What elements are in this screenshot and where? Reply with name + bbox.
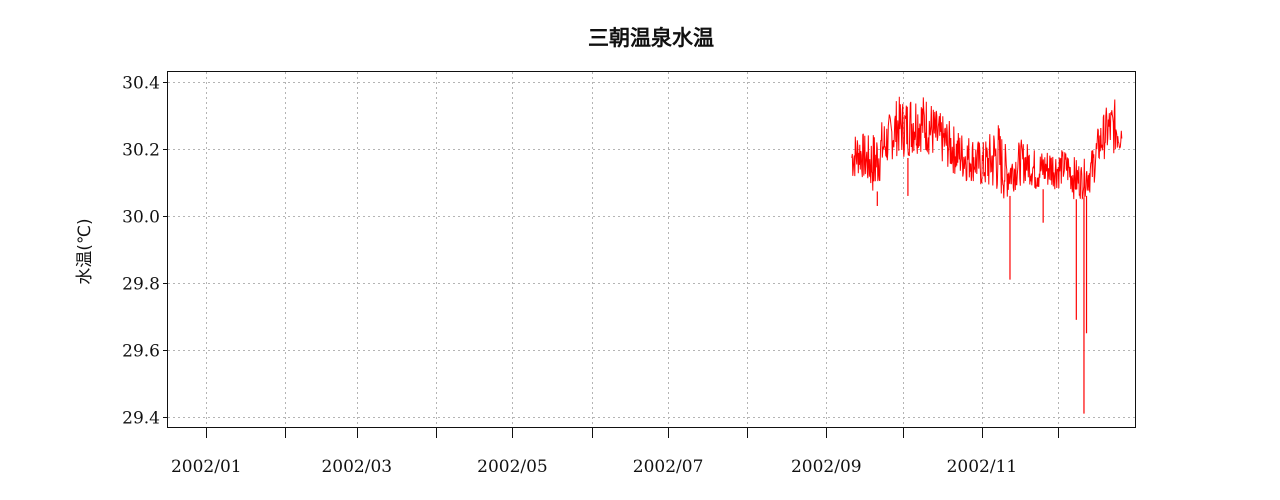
y-tick-label: 29.8: [122, 275, 160, 295]
plot-area: [167, 71, 1136, 428]
x-tick-label: 2002/03: [321, 457, 392, 477]
y-tick-label: 30.4: [122, 74, 160, 94]
y-axis: 29.4 29.6 29.8 30.0 30.2 30.4: [122, 74, 168, 429]
y-tick-label: 29.6: [122, 342, 160, 362]
y-tick-label: 29.4: [122, 409, 160, 429]
x-axis: 2002/01 2002/03 2002/05 2002/07 2002/09 2002/…: [171, 427, 1059, 477]
temperature-series-line: [851, 96, 1123, 200]
chart-title: 三朝温泉水温: [588, 26, 714, 50]
y-axis-label: 水温(℃): [75, 218, 95, 284]
series-layer: [851, 96, 1123, 414]
y-tick-label: 30.0: [122, 208, 160, 228]
x-tick-label: 2002/11: [947, 457, 1018, 477]
plot-frame: [167, 71, 1136, 428]
y-tick-label: 30.2: [122, 141, 160, 161]
x-tick-label: 2002/09: [791, 457, 862, 477]
x-tick-label: 2002/01: [171, 457, 242, 477]
x-tick-label: 2002/07: [633, 457, 704, 477]
x-tick-label: 2002/05: [477, 457, 548, 477]
grid-layer: [168, 72, 1135, 427]
